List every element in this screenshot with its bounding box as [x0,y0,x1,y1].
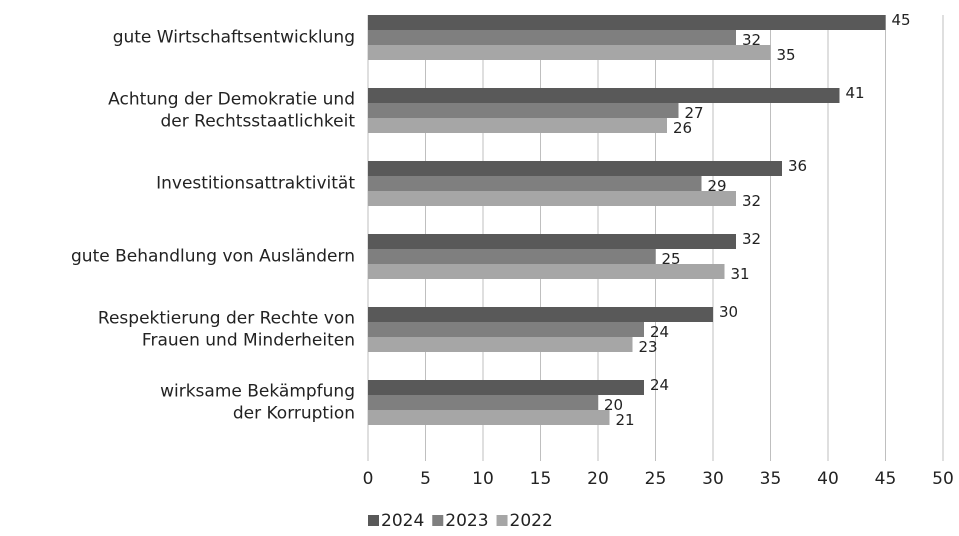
bar [368,191,736,206]
value-label: 23 [639,338,658,356]
bar [368,380,644,395]
bar [368,307,713,322]
value-label: 30 [719,303,738,321]
legend-swatch [368,515,379,526]
bar [368,249,656,264]
bar [368,15,886,30]
value-label: 25 [662,250,681,268]
legend-label: 2023 [445,511,488,531]
category-label: Investitionsattraktivität [156,174,355,194]
value-label: 26 [673,119,692,137]
bar [368,264,725,279]
bar [368,118,667,133]
x-tick-label: 10 [472,469,494,489]
legend-label: 2024 [381,511,424,531]
value-label: 20 [604,396,623,414]
category-label: Achtung der Demokratie und der Rechtsstaa… [108,90,355,132]
value-label: 32 [742,230,761,248]
bar [368,322,644,337]
bar [368,395,598,410]
bar [368,30,736,45]
value-label: 41 [846,84,865,102]
value-label: 24 [650,376,669,394]
bar [368,337,633,352]
x-tick-label: 50 [932,469,954,489]
legend-label: 2022 [510,511,553,531]
category-label: gute Wirtschaftsentwicklung [113,28,355,48]
x-tick-label: 0 [363,469,374,489]
value-label: 31 [731,265,750,283]
category-label: wirksame Bekämpfung der Korruption [160,382,355,424]
value-label: 21 [616,411,635,429]
value-label: 27 [685,104,704,122]
value-label: 32 [742,192,761,210]
bar [368,161,782,176]
value-label: 29 [708,177,727,195]
bar [368,88,840,103]
x-tick-label: 30 [702,469,724,489]
category-label: Respektierung der Rechte von Frauen und M… [98,309,355,351]
x-tick-label: 45 [875,469,897,489]
bar [368,234,736,249]
value-label: 36 [788,157,807,175]
x-tick-label: 40 [817,469,839,489]
category-label: gute Behandlung von Ausländern [71,247,355,267]
value-label: 32 [742,31,761,49]
bar [368,45,771,60]
value-label: 24 [650,323,669,341]
legend-swatch [432,515,444,526]
x-tick-label: 5 [420,469,431,489]
x-tick-label: 35 [760,469,782,489]
x-tick-label: 15 [530,469,552,489]
x-tick-label: 20 [587,469,609,489]
value-label: 35 [777,46,796,64]
bar [368,410,610,425]
bar [368,103,679,118]
legend-swatch [496,515,508,526]
bar [368,176,702,191]
x-tick-label: 25 [645,469,667,489]
value-label: 45 [892,11,911,29]
